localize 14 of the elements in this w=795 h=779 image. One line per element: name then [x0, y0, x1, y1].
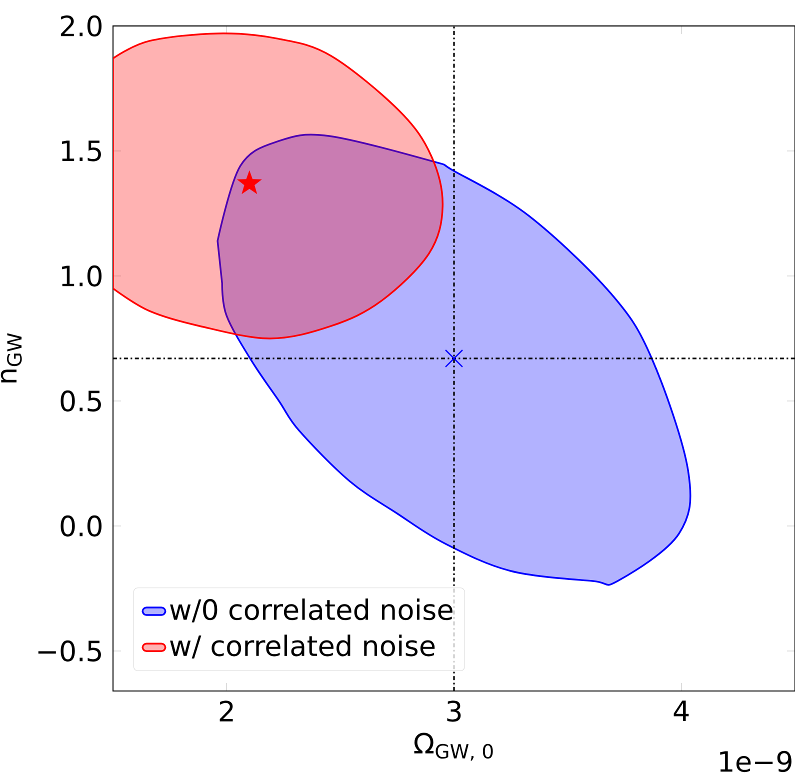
- y-axis-title: n$_{GW}$: [0, 333, 22, 382]
- x-tick-label: 4: [674, 700, 689, 722]
- y-tick-label: 0.0: [60, 515, 102, 537]
- y-tick-label: −0.5: [38, 640, 101, 662]
- x-axis-title: Ω$_{GW, 0}$: [414, 732, 493, 761]
- legend-label: w/ correlated noise: [170, 634, 435, 659]
- text: 1e−9: [720, 750, 792, 772]
- y-tick-label: 1.5: [62, 140, 101, 162]
- x-tick-label: 3: [447, 700, 461, 722]
- legend-label: w/0 correlated noise: [170, 598, 452, 622]
- y-tick-label: 0.5: [60, 390, 101, 412]
- x-tick-label: 2: [220, 700, 233, 722]
- y-tick-label: 2.0: [60, 15, 102, 37]
- y-tick-label: 1.0: [62, 265, 102, 287]
